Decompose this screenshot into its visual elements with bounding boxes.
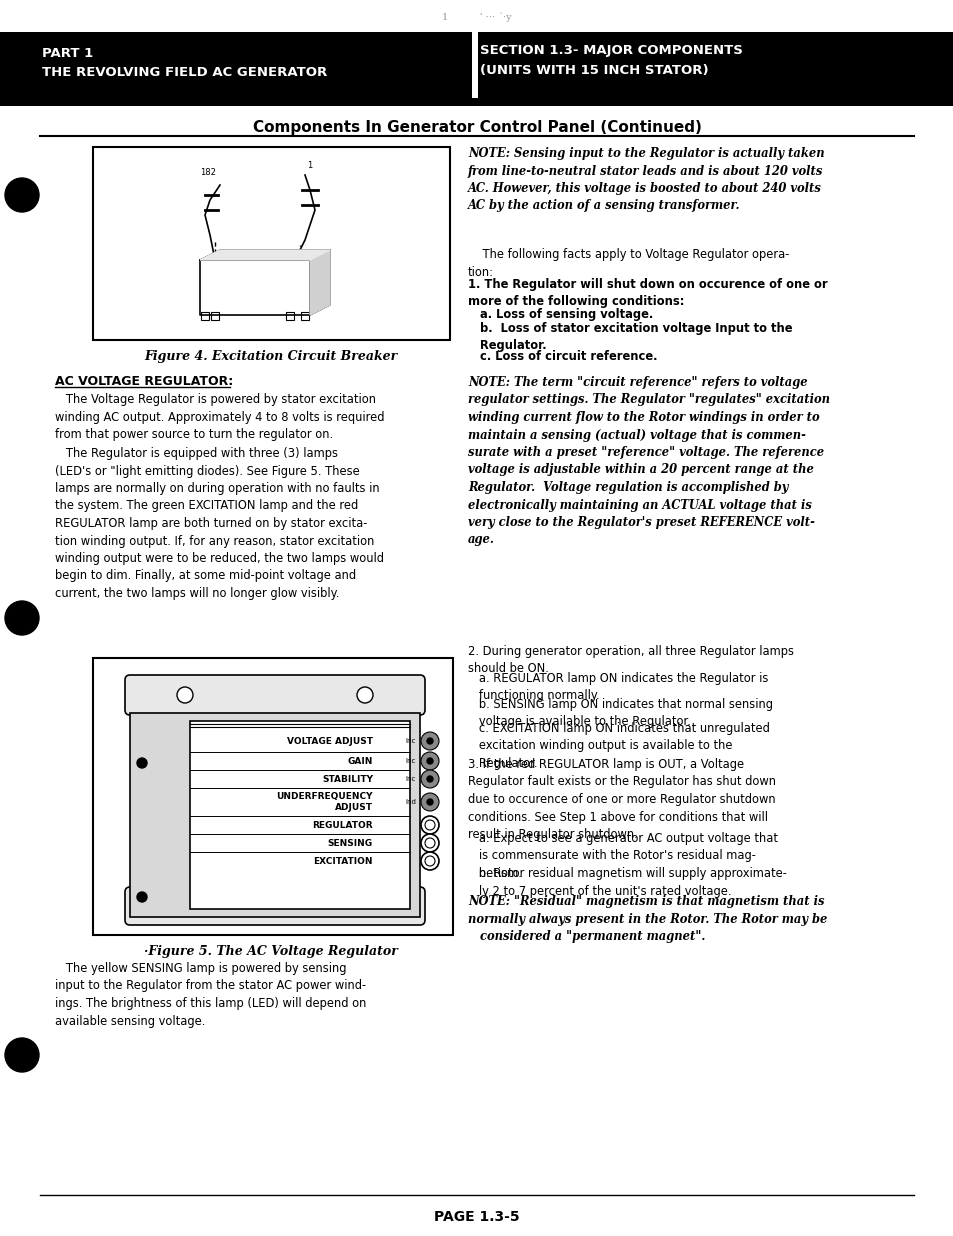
FancyBboxPatch shape bbox=[125, 887, 424, 925]
Text: c. Loss of circuit reference.: c. Loss of circuit reference. bbox=[468, 350, 657, 363]
Text: PAGE 1.3-5: PAGE 1.3-5 bbox=[434, 1210, 519, 1224]
Text: The yellow SENSING lamp is powered by sensing
input to the Regulator from the st: The yellow SENSING lamp is powered by se… bbox=[55, 962, 366, 1027]
Text: ADJUST: ADJUST bbox=[335, 803, 373, 812]
Bar bbox=[92, 147, 450, 340]
Circle shape bbox=[424, 819, 435, 831]
Circle shape bbox=[427, 798, 433, 805]
Text: PART 1: PART 1 bbox=[42, 47, 93, 61]
Circle shape bbox=[420, 834, 438, 852]
Text: 3. If the red REGULATOR lamp is OUT, a Voltage
Regulator fault exists or the Reg: 3. If the red REGULATOR lamp is OUT, a V… bbox=[468, 758, 775, 840]
Text: 1. The Regulator will shut down on occurence of one or
more of the following con: 1. The Regulator will shut down on occur… bbox=[468, 278, 827, 309]
Text: AC VOLTAGE REGULATOR:: AC VOLTAGE REGULATOR: bbox=[55, 375, 233, 388]
Circle shape bbox=[177, 687, 193, 703]
Text: 1: 1 bbox=[307, 161, 313, 171]
Circle shape bbox=[5, 601, 39, 635]
Text: Inc: Inc bbox=[405, 776, 416, 782]
Text: VOLTAGE ADJUST: VOLTAGE ADJUST bbox=[287, 737, 373, 745]
Text: The Regulator is equipped with three (3) lamps
(LED's or "light emitting diodes): The Regulator is equipped with three (3)… bbox=[55, 447, 384, 599]
Text: STABILITY: STABILITY bbox=[322, 775, 373, 784]
Text: Components In Generator Control Panel (Continued): Components In Generator Control Panel (C… bbox=[253, 120, 700, 135]
Circle shape bbox=[420, 732, 438, 750]
Text: 2. During generator operation, all three Regulator lamps
should be ON.: 2. During generator operation, all three… bbox=[468, 645, 793, 676]
Polygon shape bbox=[200, 250, 330, 260]
Circle shape bbox=[420, 751, 438, 770]
Text: The following facts apply to Voltage Regulator opera-
tion:: The following facts apply to Voltage Reg… bbox=[468, 248, 788, 278]
Circle shape bbox=[177, 899, 193, 913]
Text: a. Expect to see a generator AC output voltage that
   is commensurate with the : a. Expect to see a generator AC output v… bbox=[468, 832, 778, 880]
Circle shape bbox=[5, 178, 39, 213]
FancyBboxPatch shape bbox=[125, 675, 424, 714]
Circle shape bbox=[420, 770, 438, 789]
Circle shape bbox=[427, 776, 433, 782]
Bar bbox=[130, 713, 419, 917]
Text: b. Rotor residual magnetism will supply approximate-
   ly 2 to 7 percent of the: b. Rotor residual magnetism will supply … bbox=[468, 866, 786, 897]
Circle shape bbox=[137, 892, 147, 902]
Circle shape bbox=[427, 758, 433, 764]
Text: ·Figure 5. The AC Voltage Regulator: ·Figure 5. The AC Voltage Regulator bbox=[144, 946, 397, 958]
Circle shape bbox=[356, 899, 373, 913]
Text: c. EXCITATION lamp ON indicates that unregulated
   excitation winding output is: c. EXCITATION lamp ON indicates that unr… bbox=[468, 722, 769, 770]
Bar bbox=[286, 311, 294, 320]
Circle shape bbox=[424, 857, 435, 866]
Bar bbox=[92, 658, 453, 934]
Bar bbox=[301, 311, 309, 320]
Bar bbox=[201, 311, 209, 320]
Text: NOTE: "Residual" magnetism is that magnetism that is
normally always present in : NOTE: "Residual" magnetism is that magne… bbox=[468, 895, 826, 943]
Text: GAIN: GAIN bbox=[347, 756, 373, 765]
Text: 1          ‘ ··· ´·y: 1 ‘ ··· ´·y bbox=[442, 12, 511, 21]
Circle shape bbox=[427, 738, 433, 744]
Circle shape bbox=[356, 687, 373, 703]
Text: a. Loss of sensing voltage.: a. Loss of sensing voltage. bbox=[468, 308, 653, 321]
Circle shape bbox=[137, 758, 147, 768]
Bar bbox=[190, 721, 410, 908]
Text: Inc: Inc bbox=[405, 738, 416, 744]
Text: NOTE: Sensing input to the Regulator is actually taken
from line-to-neutral stat: NOTE: Sensing input to the Regulator is … bbox=[468, 147, 823, 213]
Text: UNDERFREQUENCY: UNDERFREQUENCY bbox=[276, 792, 373, 801]
Circle shape bbox=[420, 852, 438, 870]
Text: b. SENSING lamp ON indicates that normal sensing
   voltage is available to the : b. SENSING lamp ON indicates that normal… bbox=[468, 698, 772, 728]
Text: REGULATOR: REGULATOR bbox=[312, 821, 373, 829]
Text: The Voltage Regulator is powered by stator excitation
winding AC output. Approxi: The Voltage Regulator is powered by stat… bbox=[55, 393, 384, 441]
Bar bbox=[0, 98, 953, 106]
Text: SENSING: SENSING bbox=[328, 838, 373, 848]
Text: EXCITATION: EXCITATION bbox=[314, 857, 373, 865]
Circle shape bbox=[420, 816, 438, 834]
Bar bbox=[472, 32, 477, 98]
Polygon shape bbox=[310, 250, 330, 315]
Text: a. REGULATOR lamp ON indicates the Regulator is
   functioning normally.: a. REGULATOR lamp ON indicates the Regul… bbox=[468, 672, 767, 702]
Text: (UNITS WITH 15 INCH STATOR): (UNITS WITH 15 INCH STATOR) bbox=[479, 64, 708, 77]
Bar bbox=[211, 311, 219, 320]
Text: THE REVOLVING FIELD AC GENERATOR: THE REVOLVING FIELD AC GENERATOR bbox=[42, 66, 327, 79]
Text: Ind: Ind bbox=[405, 798, 416, 805]
Circle shape bbox=[424, 838, 435, 848]
Bar bbox=[0, 32, 953, 98]
Text: Inc: Inc bbox=[405, 758, 416, 764]
Text: b.  Loss of stator excitation voltage Input to the
   Regulator.: b. Loss of stator excitation voltage Inp… bbox=[468, 323, 792, 352]
Circle shape bbox=[420, 794, 438, 811]
Text: 182: 182 bbox=[200, 168, 215, 177]
Text: SECTION 1.3- MAJOR COMPONENTS: SECTION 1.3- MAJOR COMPONENTS bbox=[479, 44, 742, 57]
Text: NOTE: The term "circuit reference" refers to voltage
regulator settings. The Reg: NOTE: The term "circuit reference" refer… bbox=[468, 376, 829, 546]
Circle shape bbox=[5, 1038, 39, 1072]
Text: Figure 4. Excitation Circuit Breaker: Figure 4. Excitation Circuit Breaker bbox=[144, 350, 397, 363]
